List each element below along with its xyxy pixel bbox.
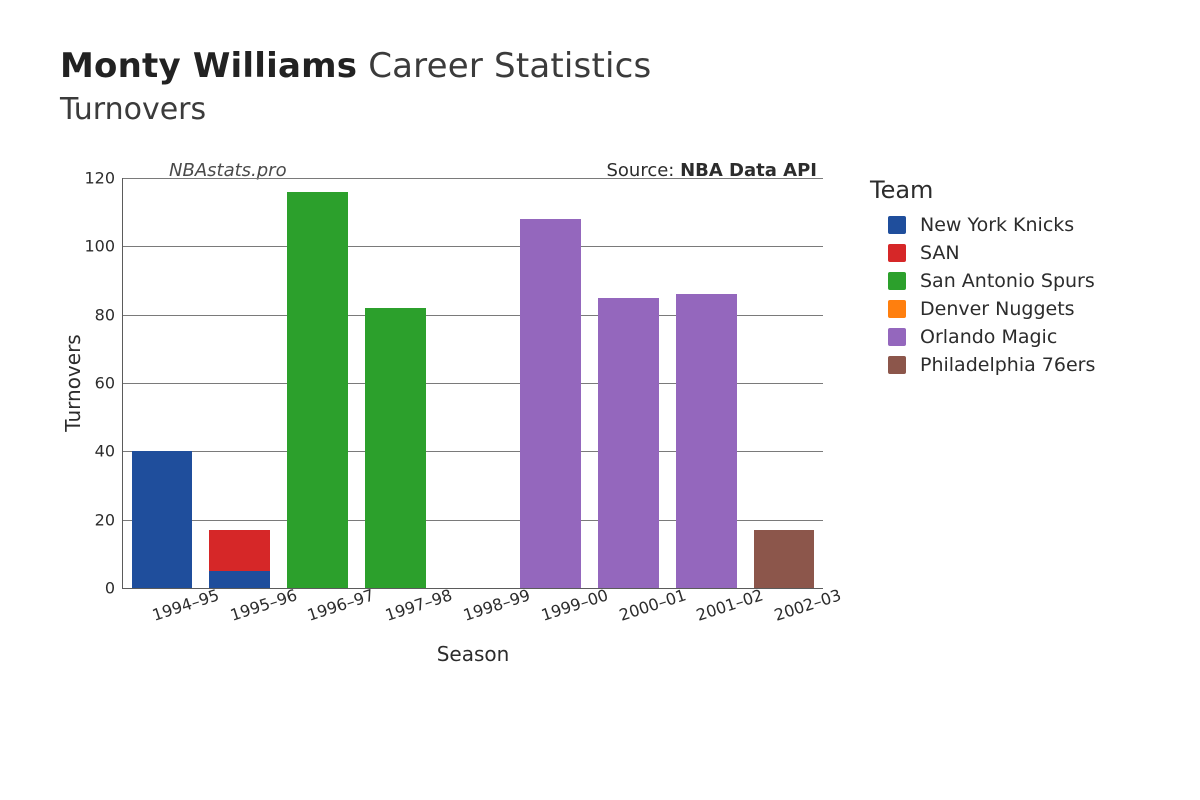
legend: Team New York Knicks SAN San Antonio Spurs… — [870, 176, 1170, 382]
bar-segment — [520, 219, 581, 588]
y-axis-title: Turnovers — [61, 334, 85, 431]
x-tick-label: 2000–01 — [616, 585, 688, 624]
legend-item: Orlando Magic — [888, 326, 1170, 348]
legend-item: Denver Nuggets — [888, 298, 1170, 320]
bar-segment — [209, 530, 270, 571]
y-tick-label: 60 — [95, 374, 115, 393]
legend-item: SAN — [888, 242, 1170, 264]
title-suffix: Career Statistics — [368, 46, 651, 86]
x-axis-title: Season — [437, 642, 510, 666]
plot-area: NBAstats.pro Source: NBA Data API Turnov… — [122, 178, 823, 589]
gridline — [123, 246, 823, 247]
legend-label: New York Knicks — [920, 214, 1074, 236]
chart-page: Monty Williams Career Statistics Turnove… — [0, 0, 1200, 800]
x-tick-label: 2001–02 — [694, 585, 766, 624]
gridline — [123, 178, 823, 179]
legend-item: San Antonio Spurs — [888, 270, 1170, 292]
x-tick-label: 1995–96 — [228, 585, 300, 624]
bar-segment — [287, 192, 348, 588]
legend-swatch — [888, 272, 906, 290]
bar-segment — [676, 294, 737, 588]
x-tick-label: 1996–97 — [305, 585, 377, 624]
legend-item: New York Knicks — [888, 214, 1170, 236]
legend-label: San Antonio Spurs — [920, 270, 1095, 292]
title-block: Monty Williams Career Statistics Turnove… — [60, 46, 651, 127]
legend-swatch — [888, 356, 906, 374]
legend-title: Team — [870, 176, 1170, 204]
legend-label: SAN — [920, 242, 960, 264]
x-tick-label: 1998–99 — [461, 585, 533, 624]
x-tick-label: 1999–00 — [539, 585, 611, 624]
bar-segment — [598, 298, 659, 588]
chart-title: Monty Williams Career Statistics — [60, 46, 651, 86]
player-name: Monty Williams — [60, 46, 357, 86]
legend-swatch — [888, 328, 906, 346]
y-tick-label: 100 — [84, 237, 115, 256]
x-tick-label: 1997–98 — [383, 585, 455, 624]
y-tick-label: 120 — [84, 169, 115, 188]
x-tick-label: 1994–95 — [150, 585, 222, 624]
chart-subtitle: Turnovers — [60, 92, 651, 127]
legend-swatch — [888, 216, 906, 234]
legend-label: Orlando Magic — [920, 326, 1057, 348]
bar-segment — [365, 308, 426, 588]
y-tick-label: 20 — [95, 510, 115, 529]
legend-label: Denver Nuggets — [920, 298, 1075, 320]
bar-segment — [754, 530, 815, 588]
x-tick-label: 2002–03 — [772, 585, 844, 624]
bar-segment — [209, 571, 270, 588]
bar-segment — [132, 451, 193, 588]
legend-swatch — [888, 244, 906, 262]
legend-swatch — [888, 300, 906, 318]
y-tick-label: 40 — [95, 442, 115, 461]
y-tick-label: 80 — [95, 305, 115, 324]
y-tick-label: 0 — [105, 579, 115, 598]
legend-item: Philadelphia 76ers — [888, 354, 1170, 376]
legend-label: Philadelphia 76ers — [920, 354, 1095, 376]
